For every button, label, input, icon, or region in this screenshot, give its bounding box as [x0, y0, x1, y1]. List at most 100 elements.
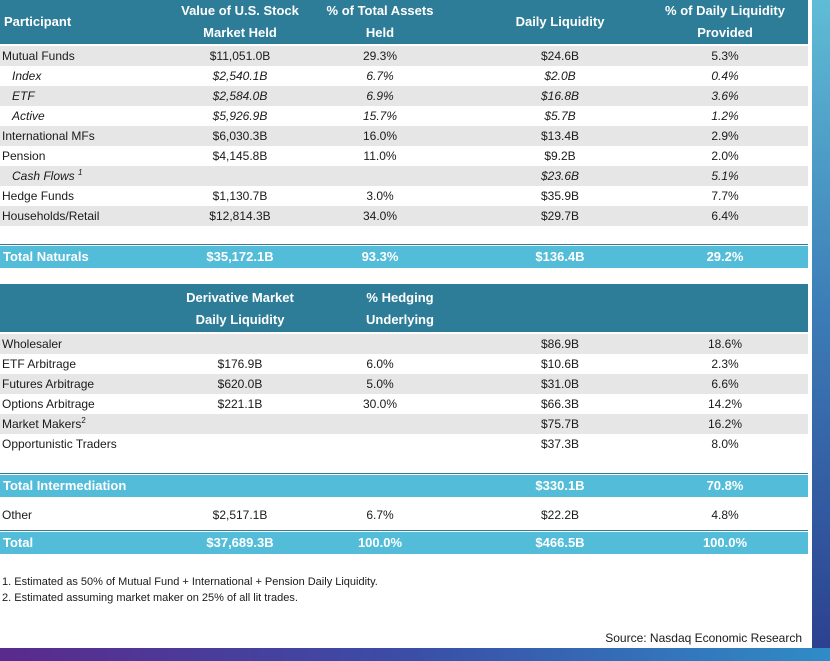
- header-pctdaily-line2: Provided: [697, 25, 753, 40]
- row-value: $1,130.7B: [212, 189, 268, 203]
- total-daily: $136.4B: [535, 249, 585, 264]
- header-pctdaily-line1: % of Daily Liquidity: [665, 3, 785, 18]
- row-pct: 34.0%: [362, 209, 398, 223]
- row-daily: $22.2B: [540, 508, 580, 522]
- header-hedge-line2: Underlying: [366, 312, 434, 327]
- footnote-marker: 2: [81, 416, 86, 425]
- row-name: Wholesaler: [2, 337, 63, 351]
- table1-header: Participant Value of U.S. Stock Market H…: [0, 0, 808, 44]
- header-hedge-line1: % Hedging: [366, 290, 434, 305]
- row-pctdaily: 18.6%: [707, 337, 743, 351]
- table2-header: Derivative Market Daily Liquidity % Hedg…: [0, 284, 808, 332]
- row-daily: $10.6B: [540, 357, 580, 371]
- table-row: Mutual Funds $11,051.0B 29.3% $24.6B 5.3…: [0, 46, 808, 66]
- row-value: $12,814.3B: [209, 209, 271, 223]
- table-row: Options Arbitrage $221.1B 30.0% $66.3B 1…: [0, 394, 808, 414]
- row-pctdaily: 8.0%: [711, 437, 739, 451]
- separator-line: [0, 473, 808, 474]
- total-pctdaily: 29.2%: [706, 249, 744, 264]
- row-pct: 6.7%: [366, 69, 394, 83]
- row-deriv: [170, 434, 310, 454]
- header-daily: Daily Liquidity: [515, 14, 605, 29]
- row-name: Households/Retail: [2, 209, 100, 223]
- table-row: Households/Retail $12,814.3B 34.0% $29.7…: [0, 206, 808, 226]
- row-daily: $5.7B: [544, 109, 576, 123]
- row-hedge: 6.0%: [366, 357, 394, 371]
- row-hedge: [330, 434, 430, 454]
- row-daily: $37.3B: [540, 437, 580, 451]
- total-naturals-row: Total Naturals $35,172.1B 93.3% $136.4B …: [0, 246, 808, 268]
- row-name: ETF Arbitrage: [2, 357, 77, 371]
- decorative-edge-bottom: [0, 648, 830, 661]
- row-name: Hedge Funds: [2, 189, 75, 203]
- total-pct: 93.3%: [361, 249, 399, 264]
- row-pctdaily: 5.1%: [711, 169, 739, 183]
- row-deriv: $620.0B: [217, 377, 263, 391]
- row-daily: $23.6B: [540, 169, 580, 183]
- row-name: International MFs: [2, 129, 95, 143]
- table-row: Hedge Funds $1,130.7B 3.0% $35.9B 7.7%: [0, 186, 808, 206]
- row-hedge: [330, 334, 430, 354]
- header-participant: Participant: [4, 14, 72, 29]
- total-value: $37,689.3B: [206, 535, 274, 550]
- row-hedge: [330, 414, 430, 434]
- total-pctdaily: 100.0%: [702, 535, 748, 550]
- footnotes: 1. Estimated as 50% of Mutual Fund + Int…: [2, 574, 378, 606]
- row-deriv: [170, 334, 310, 354]
- decorative-edge-right: [812, 0, 830, 661]
- table-row: Active $5,926.9B 15.7% $5.7B 1.2%: [0, 106, 808, 126]
- header-value-line1: Value of U.S. Stock: [181, 3, 299, 18]
- table-row: Market Makers2 $75.7B 16.2%: [0, 414, 808, 434]
- row-pctdaily: 1.2%: [711, 109, 739, 123]
- row-pctdaily: 14.2%: [707, 397, 743, 411]
- row-name: Futures Arbitrage: [2, 377, 95, 391]
- row-pctdaily: 2.9%: [711, 129, 739, 143]
- row-daily: $13.4B: [540, 129, 580, 143]
- row-name: Mutual Funds: [2, 49, 75, 63]
- table-row: Wholesaler $86.9B 18.6%: [0, 334, 808, 354]
- row-pctdaily: 7.7%: [711, 189, 739, 203]
- grand-total-row: Total $37,689.3B 100.0% $466.5B 100.0%: [0, 532, 808, 554]
- row-value: $11,051.0B: [209, 49, 271, 63]
- row-pct: 15.7%: [362, 109, 398, 123]
- header-value-line2: Market Held: [203, 25, 277, 40]
- row-name: Cash Flows 1: [12, 166, 172, 186]
- row-name: Opportunistic Traders: [2, 437, 117, 451]
- row-daily: $86.9B: [540, 337, 580, 351]
- source-credit: Source: Nasdaq Economic Research: [605, 631, 802, 645]
- table-row: Cash Flows 1 $23.6B 5.1%: [0, 166, 808, 186]
- row-pct: 11.0%: [363, 149, 397, 163]
- table-row: Index $2,540.1B 6.7% $2.0B 0.4%: [0, 66, 808, 86]
- row-value: [170, 166, 310, 186]
- total-daily: $330.1B: [535, 478, 585, 493]
- row-pctdaily: 6.4%: [711, 209, 739, 223]
- row-daily: $2.0B: [544, 69, 576, 83]
- row-value: $2,517.1B: [212, 508, 268, 522]
- table-row: Futures Arbitrage $620.0B 5.0% $31.0B 6.…: [0, 374, 808, 394]
- header-pct-line2: Held: [365, 25, 395, 40]
- row-name: Index: [12, 69, 42, 83]
- row-value: $5,926.9B: [212, 109, 268, 123]
- row-pctdaily: 2.3%: [711, 357, 739, 371]
- row-daily: $29.7B: [540, 209, 580, 223]
- table-row: ETF $2,584.0B 6.9% $16.8B 3.6%: [0, 86, 808, 106]
- row-pct: 6.7%: [366, 508, 394, 522]
- row-pctdaily: 3.6%: [711, 89, 739, 103]
- header-deriv-line2: Daily Liquidity: [195, 312, 285, 327]
- row-pctdaily: 6.6%: [711, 377, 739, 391]
- footnote-marker: 1: [78, 168, 83, 177]
- total-intermediation-row: Total Intermediation $330.1B 70.8%: [0, 475, 808, 497]
- row-hedge: 5.0%: [366, 377, 394, 391]
- row-daily: $75.7B: [540, 417, 580, 431]
- row-pct: 3.0%: [366, 189, 394, 203]
- row-pct: 29.3%: [362, 49, 398, 63]
- row-daily: $31.0B: [540, 377, 580, 391]
- row-name-text: Market Makers: [2, 417, 82, 431]
- separator-line: [0, 244, 808, 245]
- total-pct: 100.0%: [357, 535, 403, 550]
- footnote-1: 1. Estimated as 50% of Mutual Fund + Int…: [2, 576, 378, 588]
- row-daily: $9.2B: [544, 149, 576, 163]
- row-name: ETF: [12, 89, 35, 103]
- row-deriv: $176.9B: [217, 357, 263, 371]
- row-name: Pension: [2, 149, 46, 163]
